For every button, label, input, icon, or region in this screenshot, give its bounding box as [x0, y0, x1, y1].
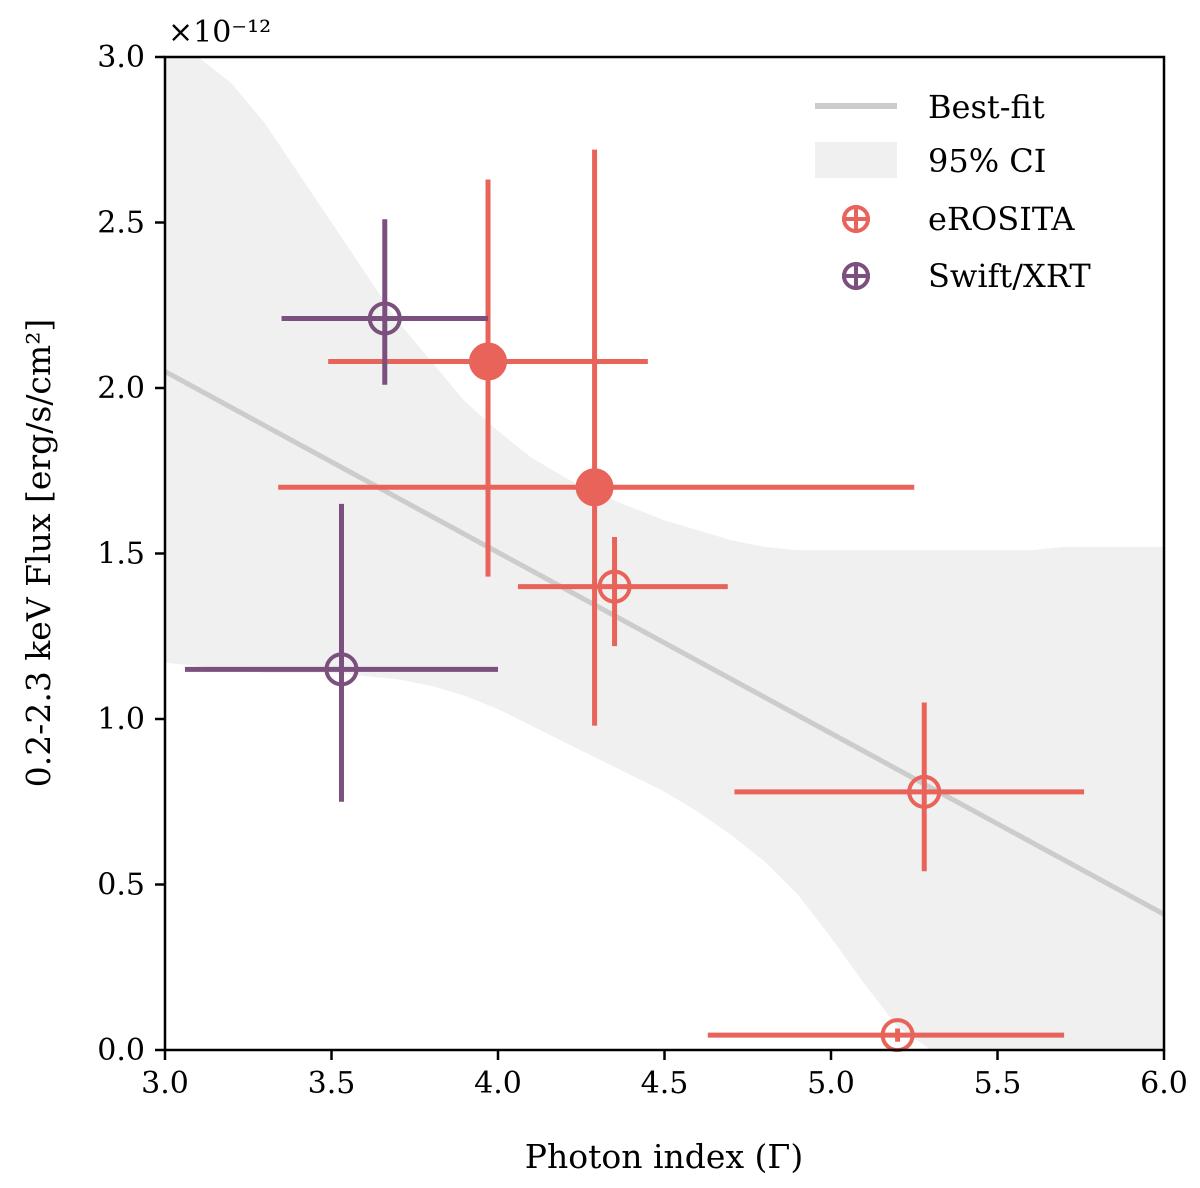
swift-xrt-point-1 [281, 219, 489, 385]
legend-label-swift-xrt: Swift/XRT [928, 257, 1091, 295]
legend: Best-fit 95% CI eROSITA Swift/XRT [815, 88, 1091, 295]
y-tick-label-3.0: 3.0 [97, 40, 145, 75]
x-axis-label: Photon index (Γ) [525, 1137, 803, 1176]
x-tick-label-3.5: 3.5 [308, 1066, 356, 1101]
best-fit-layer [165, 369, 1164, 917]
y-tick-label-2.5: 2.5 [97, 206, 145, 241]
erosita-point-4 [734, 702, 1085, 872]
y-axis-label: 0.2-2.3 keV Flux [erg/s/cm²] [19, 319, 58, 788]
best-fit-line [165, 369, 1164, 917]
erosita-marker-1 [469, 342, 508, 381]
swift-xrt-marker-1 [367, 301, 402, 336]
x-tick-label-5.0: 5.0 [807, 1066, 855, 1101]
y-tick-label-2.0: 2.0 [97, 371, 145, 406]
swift-xrt-point-2 [184, 503, 498, 802]
x-tick-label-6.0: 6.0 [1140, 1066, 1188, 1101]
erosita-point-3 [517, 536, 728, 647]
erosita-point-2 [278, 149, 915, 726]
x-tick-label-5.5: 5.5 [974, 1066, 1022, 1101]
swift-xrt-marker-2 [324, 652, 359, 687]
y-axis-ticks: 0.0 0.5 1.0 1.5 2.0 2.5 3.0 [97, 40, 165, 1068]
erosita-marker-2 [575, 468, 614, 507]
legend-swift-xrt-marker [842, 262, 870, 290]
y-multiplier-label: ×10⁻¹² [168, 15, 271, 50]
legend-label-ci: 95% CI [928, 142, 1046, 180]
x-tick-label-4.5: 4.5 [641, 1066, 689, 1101]
y-tick-label-0.0: 0.0 [97, 1033, 145, 1068]
y-tick-label-1.0: 1.0 [97, 702, 145, 737]
legend-label-best-fit: Best-fit [928, 88, 1045, 126]
legend-erosita-marker [842, 205, 870, 233]
x-tick-label-4.0: 4.0 [474, 1066, 522, 1101]
x-tick-label-3.0: 3.0 [141, 1066, 189, 1101]
y-tick-label-0.5: 0.5 [97, 868, 145, 903]
y-tick-label-1.5: 1.5 [97, 537, 145, 572]
erosita-marker-4 [907, 774, 942, 809]
legend-label-erosita: eROSITA [928, 200, 1075, 238]
legend-ci-swatch [815, 142, 897, 178]
data-points-layer [184, 149, 1085, 1053]
erosita-marker-3 [597, 569, 632, 604]
x-axis-ticks: 3.0 3.5 4.0 4.5 5.0 5.5 6.0 [141, 1050, 1188, 1101]
